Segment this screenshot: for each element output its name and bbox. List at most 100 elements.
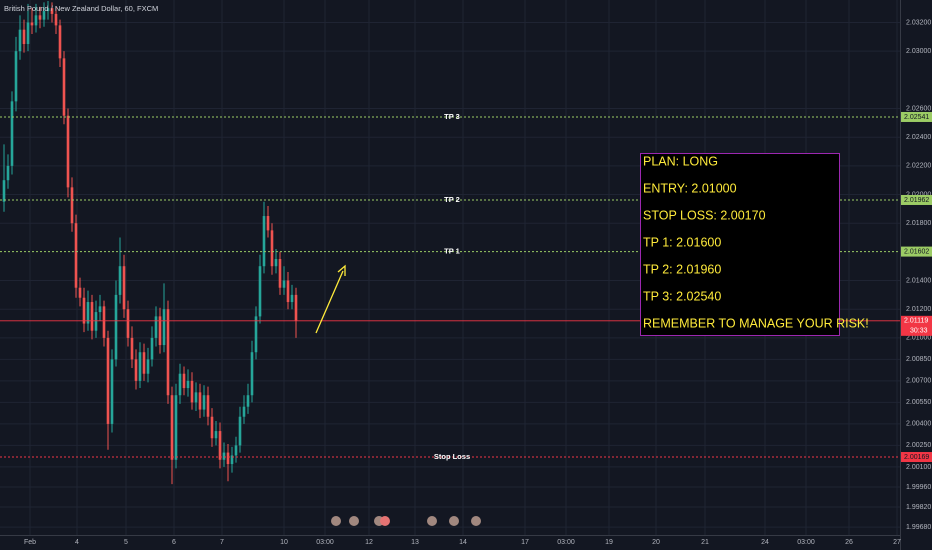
event-icons xyxy=(331,516,481,526)
event-icon xyxy=(427,516,437,526)
candle-body xyxy=(290,294,294,303)
candle-body xyxy=(90,302,94,331)
candle-body xyxy=(186,380,190,389)
y-tick-label: 2.00850 xyxy=(906,356,931,363)
event-icon xyxy=(449,516,459,526)
candle-body xyxy=(222,452,226,460)
x-tick-label: 5 xyxy=(124,539,128,546)
candle-body xyxy=(98,306,102,313)
candle-body xyxy=(150,337,154,360)
candle-body xyxy=(286,280,290,303)
candle-body xyxy=(126,309,130,338)
candle-body xyxy=(206,395,210,417)
x-tick-label: 13 xyxy=(411,539,419,546)
candle-body xyxy=(214,431,218,439)
event-icon xyxy=(380,516,390,526)
level-label: TP 3 xyxy=(444,112,460,121)
y-tick-label: 2.01200 xyxy=(906,306,931,313)
candle-body xyxy=(42,11,46,20)
x-tick-label: 24 xyxy=(761,539,769,546)
candle-body xyxy=(242,406,246,417)
y-tick-label: 2.02400 xyxy=(906,134,931,141)
candle-body xyxy=(18,29,22,52)
x-tick-label: 17 xyxy=(521,539,529,546)
plan-line: STOP LOSS: 2.00170 xyxy=(643,208,766,222)
candle-body xyxy=(122,266,126,310)
candle-body xyxy=(106,337,110,424)
candle-body xyxy=(262,216,266,267)
candle-body xyxy=(50,8,54,14)
x-tick-label: 12 xyxy=(365,539,373,546)
x-tick-label: 4 xyxy=(75,539,79,546)
candle-body xyxy=(190,380,194,403)
candle-body xyxy=(2,180,6,202)
candle-body xyxy=(210,416,214,439)
price-tag xyxy=(901,111,932,122)
plan-line: ENTRY: 2.01000 xyxy=(643,181,737,195)
candle-body xyxy=(238,416,242,446)
candle-body xyxy=(82,297,86,324)
candle-body xyxy=(258,266,262,317)
x-tick-label: 27 xyxy=(893,539,901,546)
y-tick-label: 1.99820 xyxy=(906,504,931,511)
candle-body xyxy=(110,359,114,424)
candle-body xyxy=(270,230,274,267)
candle-body xyxy=(74,223,78,288)
price-tag-label: 2.02541 xyxy=(904,114,929,121)
candle-body xyxy=(134,359,138,381)
candle-body xyxy=(46,8,50,12)
candle-body xyxy=(102,306,106,338)
candle-body xyxy=(130,337,134,360)
candle-body xyxy=(274,259,278,267)
candle-body xyxy=(162,309,166,346)
candle-body xyxy=(194,392,198,403)
candle-body xyxy=(26,22,30,45)
plan-line: TP 1: 2.01600 xyxy=(643,235,721,249)
plan-line: REMEMBER TO MANAGE YOUR RISK! xyxy=(643,316,869,330)
y-tick-label: 2.01000 xyxy=(906,335,931,342)
countdown-label: 30:33 xyxy=(910,328,928,335)
x-tick-label: 21 xyxy=(701,539,709,546)
candle-body xyxy=(198,392,202,410)
price-tag-label: 2.01602 xyxy=(904,248,929,255)
x-tick-label: 03:00 xyxy=(797,539,815,546)
y-tick-label: 2.00550 xyxy=(906,399,931,406)
candle-body xyxy=(86,302,90,324)
candle-body xyxy=(118,266,122,295)
y-tick-label: 2.03200 xyxy=(906,19,931,26)
candle-body xyxy=(22,29,26,45)
candle-body xyxy=(246,395,250,407)
arrow-head xyxy=(337,264,346,276)
candle-body xyxy=(146,359,150,374)
candle-body xyxy=(218,431,222,460)
x-tick-label: 6 xyxy=(172,539,176,546)
candle-body xyxy=(142,352,146,374)
candle-body xyxy=(38,15,42,20)
x-tick-label: 03:00 xyxy=(557,539,575,546)
y-tick-label: 2.00250 xyxy=(906,442,931,449)
candle-body xyxy=(58,25,62,59)
candle-body xyxy=(94,312,98,331)
axes: 2.03200 2.03000 2.02600 2.02400 2.02200 2.020… xyxy=(24,19,932,546)
price-tag xyxy=(901,452,932,463)
candle-body xyxy=(70,187,74,224)
y-tick-label: 2.02200 xyxy=(906,163,931,170)
chart-title: British Pound / New Zealand Dollar, 60, … xyxy=(4,4,158,13)
candle-body xyxy=(254,316,258,353)
candle-body xyxy=(266,216,270,231)
x-tick-label: 19 xyxy=(605,539,613,546)
x-tick-label: 7 xyxy=(220,539,224,546)
price-tag-label: 2.01119 xyxy=(904,318,928,325)
candle-body xyxy=(278,259,282,288)
candle-body xyxy=(250,352,254,396)
candle-body xyxy=(66,115,70,188)
candle-body xyxy=(78,287,82,298)
level-label: Stop Loss xyxy=(434,452,470,461)
candle-body xyxy=(62,58,66,116)
y-tick-label: 2.00100 xyxy=(906,464,931,471)
candle-body xyxy=(294,294,298,321)
x-tick-label: Feb xyxy=(24,539,36,546)
x-tick-label: 26 xyxy=(845,539,853,546)
x-tick-label: 10 xyxy=(280,539,288,546)
candle-body xyxy=(226,452,230,465)
